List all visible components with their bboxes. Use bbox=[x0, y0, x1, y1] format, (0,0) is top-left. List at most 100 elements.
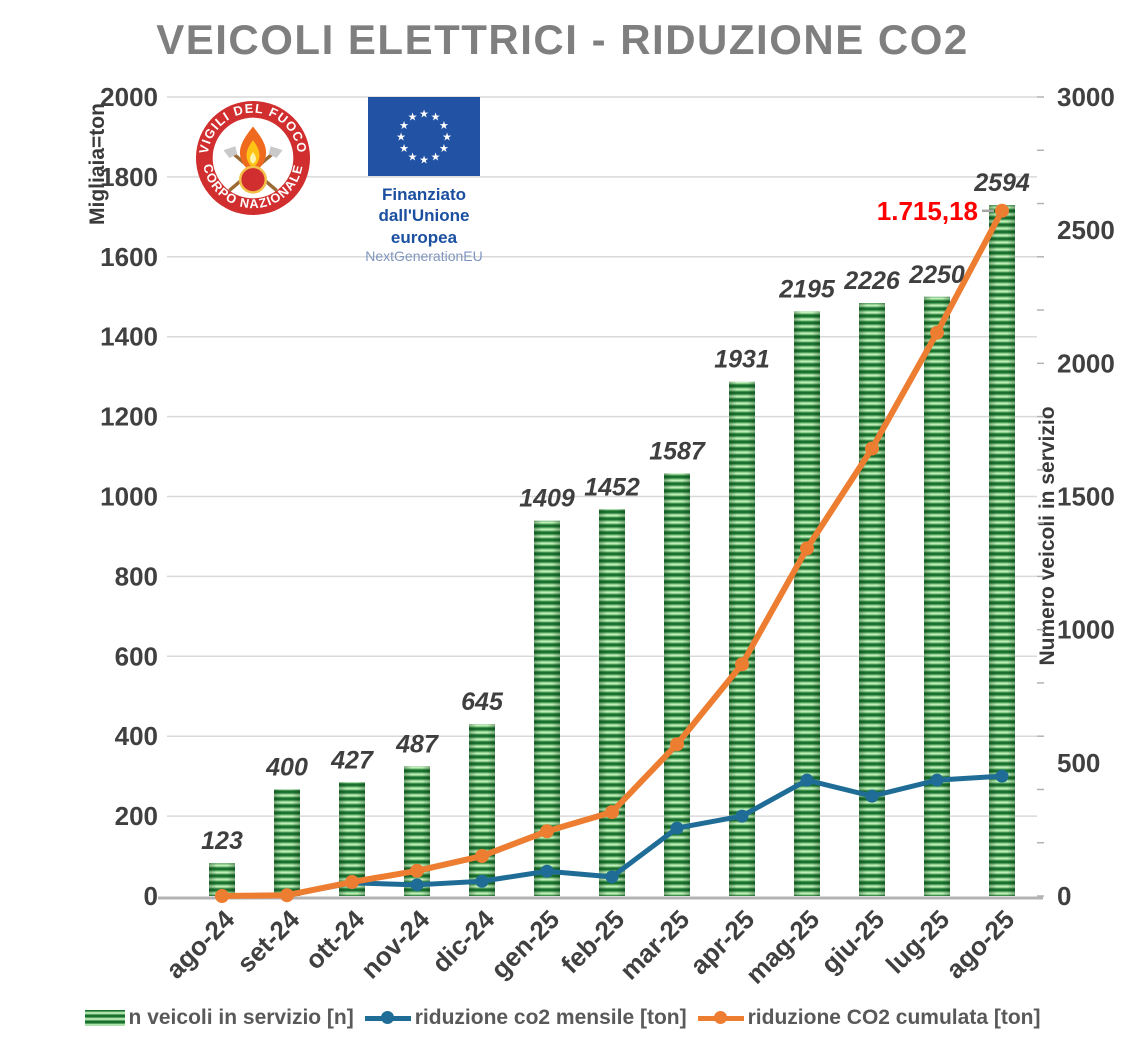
marker-mensile bbox=[670, 821, 684, 835]
marker-cumulata bbox=[800, 541, 814, 556]
bar-value-label: 2250 bbox=[908, 261, 965, 289]
right-axis-tick-label: 3000 bbox=[1057, 82, 1115, 112]
marker-cumulata bbox=[735, 657, 749, 672]
bar-value-label: 427 bbox=[330, 746, 374, 774]
chart-title: VEICOLI ELETTRICI - RIDUZIONE CO2 bbox=[156, 16, 969, 63]
left-axis-tick-label: 400 bbox=[115, 721, 158, 751]
legend-label-cumulata: riduzione CO2 cumulata [ton] bbox=[747, 1006, 1041, 1029]
bar-value-label: 2594 bbox=[973, 169, 1030, 197]
marker-cumulata bbox=[475, 849, 489, 864]
bar-value-label: 1452 bbox=[584, 473, 640, 501]
x-axis-category-label: mag-25 bbox=[740, 904, 826, 990]
bar-shading bbox=[859, 303, 885, 897]
legend-swatch-bar-icon bbox=[84, 1010, 125, 1026]
right-axis-tick-label: 0 bbox=[1057, 881, 1071, 911]
legend-item-mensile: riduzione co2 mensile [ton] bbox=[364, 1006, 687, 1030]
eu-star-icon: ★ bbox=[408, 151, 418, 163]
x-axis-category-label: mar-25 bbox=[614, 904, 696, 986]
right-axis-tick-label: 500 bbox=[1057, 748, 1100, 778]
eu-star-icon: ★ bbox=[431, 112, 441, 124]
left-axis-tick-label: 1200 bbox=[100, 402, 158, 432]
eu-star-icon: ★ bbox=[419, 109, 429, 121]
marker-cumulata bbox=[930, 325, 944, 340]
eu-star-icon: ★ bbox=[439, 143, 449, 155]
left-axis-tick-label: 1600 bbox=[100, 242, 158, 272]
x-axis-category-label: ago-25 bbox=[940, 904, 1020, 984]
bar-shading bbox=[469, 724, 495, 896]
right-axis-tick-label: 2000 bbox=[1057, 348, 1115, 378]
legend-item-veicoli: n veicoli in servizio [n] bbox=[84, 1006, 354, 1030]
bar-shading bbox=[989, 205, 1015, 896]
eu-text-line2: dall'Unione europea bbox=[378, 206, 470, 247]
marker-mensile bbox=[605, 870, 619, 884]
marker-cumulata bbox=[865, 441, 879, 456]
eu-text-line1: Finanziato bbox=[381, 185, 467, 204]
marker-mensile bbox=[995, 769, 1009, 783]
legend-swatch-orange-line-icon bbox=[697, 1010, 744, 1026]
left-axis-tick-label: 1400 bbox=[100, 322, 158, 352]
vvf-flame-icon bbox=[239, 126, 267, 172]
vvf-center-badge bbox=[238, 165, 268, 194]
eu-star-icon: ★ bbox=[408, 112, 418, 124]
bar-value-label: 2195 bbox=[778, 275, 836, 303]
marker-mensile bbox=[930, 773, 944, 787]
left-axis-tick-label: 0 bbox=[144, 881, 158, 911]
eu-star-icon: ★ bbox=[439, 120, 449, 132]
marker-cumulata bbox=[540, 824, 554, 839]
marker-mensile bbox=[410, 878, 424, 892]
cumulative-total-label: 1.715,18 bbox=[877, 196, 978, 226]
marker-cumulata bbox=[345, 875, 359, 890]
left-axis-tick-label: 800 bbox=[115, 561, 158, 591]
right-axis-tick-label: 1500 bbox=[1057, 482, 1115, 512]
left-axis-tick-label: 600 bbox=[115, 641, 158, 671]
bar-shading bbox=[924, 296, 950, 896]
eu-star-icon: ★ bbox=[399, 120, 409, 132]
right-axis-tick-label: 1000 bbox=[1057, 615, 1115, 645]
eu-star-icon: ★ bbox=[396, 132, 406, 144]
marker-mensile bbox=[735, 809, 749, 823]
legend-item-cumulata: riduzione CO2 cumulata [ton] bbox=[697, 1006, 1041, 1030]
eu-flag-icon: ★ ★★★★★★★★★★★ bbox=[368, 97, 480, 176]
eu-star-icon: ★ bbox=[419, 155, 429, 167]
x-axis-category-label: nov-24 bbox=[355, 904, 436, 985]
bar-value-label: 645 bbox=[461, 688, 504, 716]
marker-cumulata bbox=[670, 737, 684, 752]
bar-value-label: 1587 bbox=[649, 437, 706, 465]
bar-value-label: 2226 bbox=[843, 267, 901, 295]
left-axis-tick-label: 1800 bbox=[100, 162, 158, 192]
x-axis-category-label: gen-25 bbox=[485, 904, 565, 984]
marker-cumulata bbox=[605, 805, 619, 820]
bar-shading bbox=[599, 509, 625, 896]
left-axis-tick-label: 2000 bbox=[100, 82, 158, 112]
eu-star-icon: ★ bbox=[431, 151, 441, 163]
bar-value-label: 123 bbox=[201, 827, 243, 855]
marker-mensile bbox=[800, 773, 814, 787]
x-axis-category-label: set-24 bbox=[231, 904, 306, 979]
legend-label-mensile: riduzione co2 mensile [ton] bbox=[414, 1006, 687, 1029]
legend-label-veicoli: n veicoli in servizio [n] bbox=[128, 1006, 354, 1029]
marker-mensile bbox=[540, 864, 554, 878]
x-axis-category-label: giu-25 bbox=[815, 904, 890, 979]
bar-shading bbox=[274, 789, 300, 896]
eu-star-icon: ★ bbox=[442, 132, 452, 144]
left-axis-tick-label: 200 bbox=[115, 801, 158, 831]
marker-mensile bbox=[475, 874, 489, 888]
eu-funding-text: Finanziato dall'Unione europea NextGener… bbox=[344, 184, 504, 265]
vigili-del-fuoco-logo: VIGILI DEL FUOCO CORPO NAZIONALE bbox=[196, 101, 311, 216]
x-axis-category-label: ago-24 bbox=[160, 904, 241, 985]
marker-cumulata bbox=[410, 863, 424, 878]
bar-shading bbox=[794, 311, 820, 897]
bar-value-label: 1409 bbox=[519, 485, 575, 513]
chart-legend: n veicoli in servizio [n] riduzione co2 … bbox=[0, 1006, 1125, 1030]
bar-value-label: 400 bbox=[265, 753, 308, 781]
marker-mensile bbox=[865, 789, 879, 803]
bar-value-label: 487 bbox=[395, 730, 439, 758]
bar-shading bbox=[534, 520, 560, 896]
legend-swatch-teal-line-icon bbox=[364, 1010, 411, 1026]
bar-value-label: 1931 bbox=[714, 346, 770, 374]
right-axis-tick-label: 2500 bbox=[1057, 215, 1115, 245]
marker-cumulata bbox=[215, 889, 229, 903]
eu-star-icon: ★ bbox=[399, 143, 409, 155]
